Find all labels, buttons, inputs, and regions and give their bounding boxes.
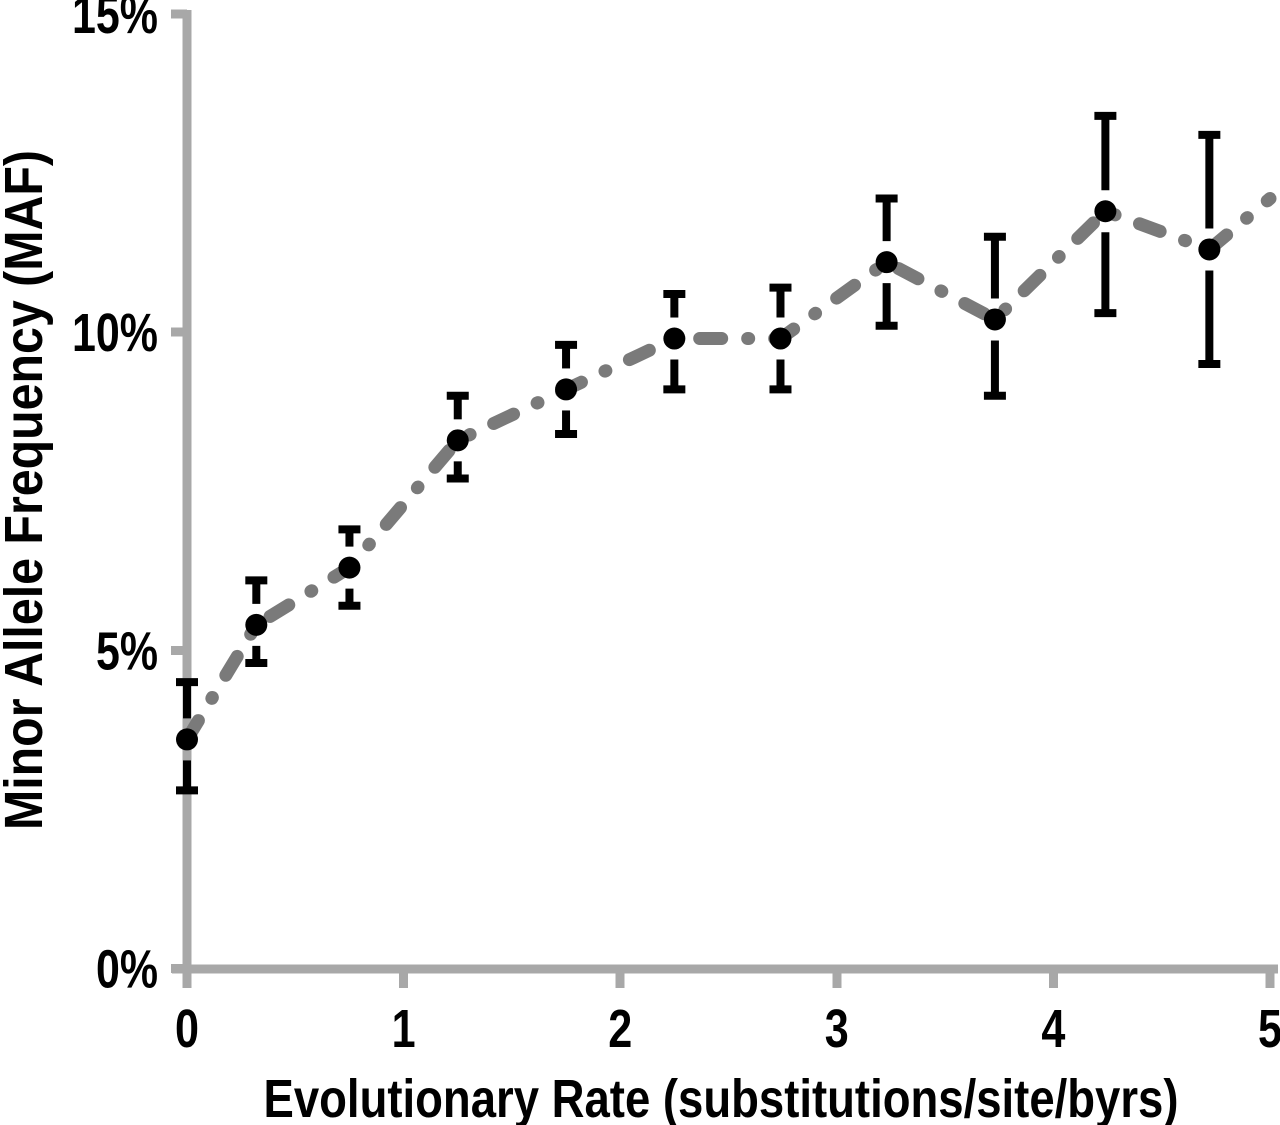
data-points [176,200,1221,751]
x-tick-label: 4 [1041,999,1065,1059]
x-tick-labels: 0 1 2 3 4 5 [175,999,1280,1059]
error-bars [176,111,1221,795]
x-axis-title: Evolutionary Rate (substitutions/site/by… [264,1069,1179,1125]
plot-area: 0% 5% 10% 15% 0 1 2 3 4 5 [72,0,1280,1059]
y-tick-label: 5% [96,621,158,681]
data-point [875,251,898,274]
y-tick-label: 0% [96,940,158,1000]
y-tick-label: 15% [72,0,158,45]
data-point [176,728,198,751]
axes [171,9,1278,988]
data-point [555,378,578,401]
x-tick-label: 5 [1258,999,1280,1059]
trend-line [180,192,1277,746]
data-point [663,327,686,350]
x-tick-label: 1 [392,999,416,1059]
x-tick-label: 0 [175,999,199,1059]
data-point [769,327,792,350]
y-axis-title: Minor Allele Frequency (MAF) [0,150,54,830]
data-point [446,429,469,452]
y-tick-labels: 0% 5% 10% 15% [72,0,158,1000]
trend-line-group [180,192,1277,746]
data-point [1198,238,1221,261]
x-tick-label: 2 [608,999,632,1059]
data-point [245,613,268,636]
data-point [983,308,1006,331]
y-tick-label: 10% [72,303,158,363]
data-point [1094,200,1117,223]
data-point [338,556,361,579]
x-tick-label: 3 [825,999,849,1059]
